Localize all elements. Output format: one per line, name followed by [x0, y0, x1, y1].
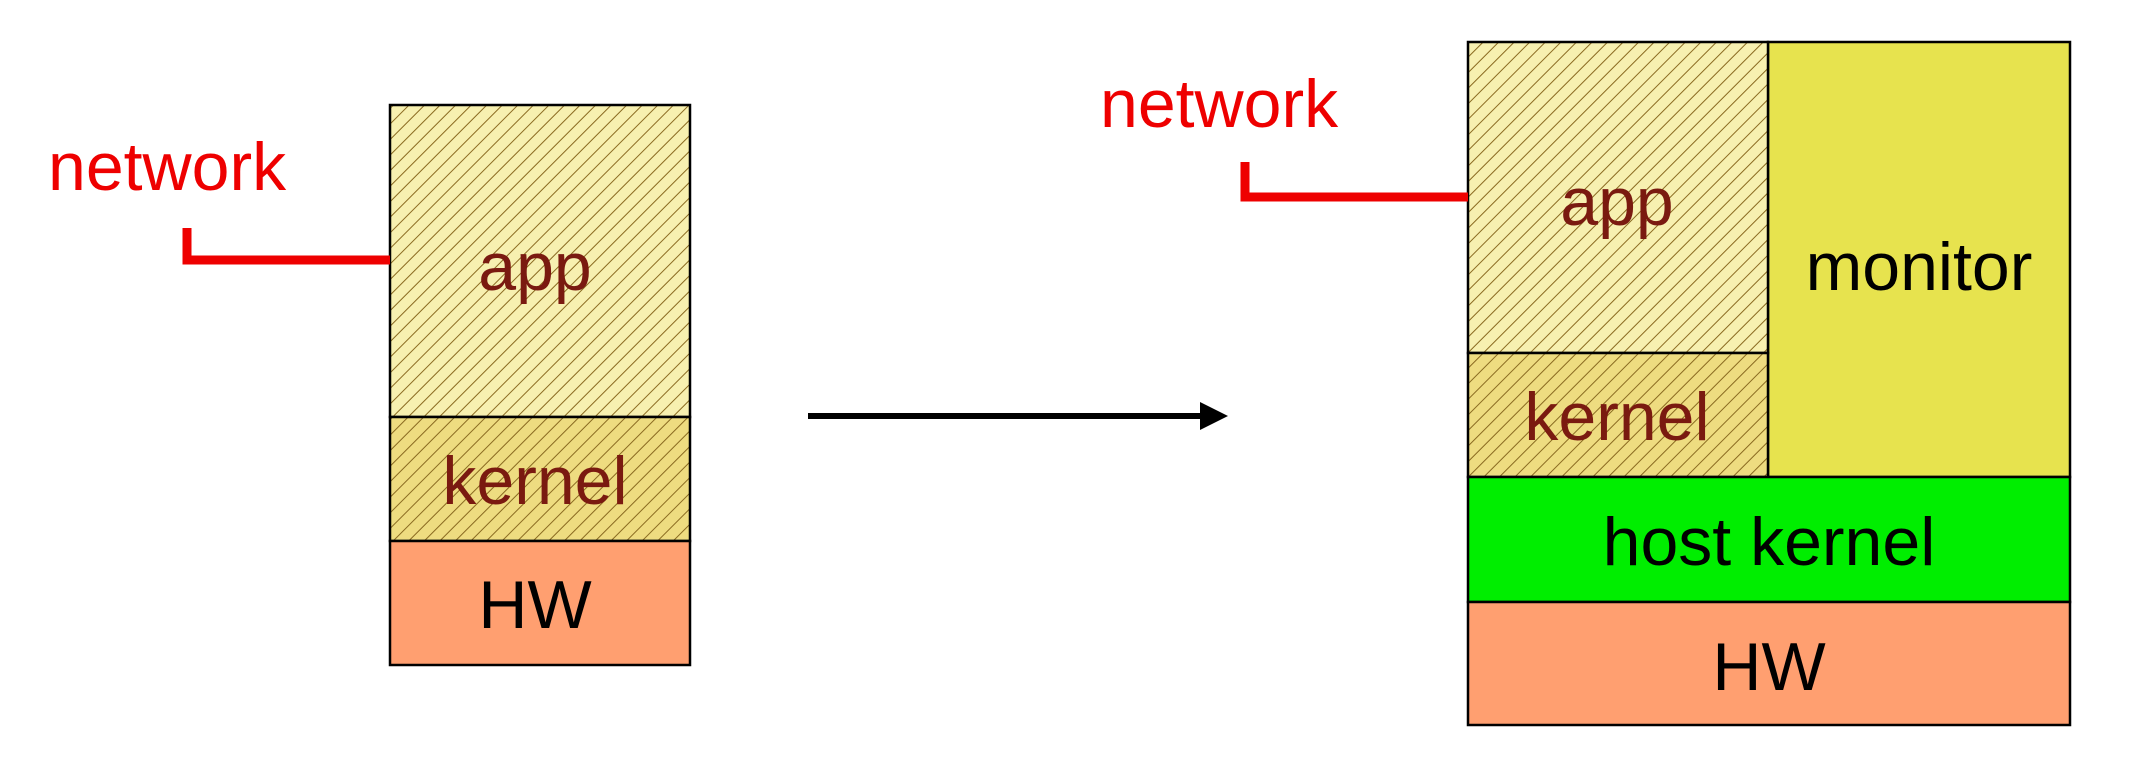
right-monitor-label: monitor — [1806, 229, 2033, 305]
left-hw-block — [388, 539, 692, 667]
right-hw-label: HW — [1712, 629, 1825, 705]
right-stack: app kernel monitor host kernel HW networ… — [1100, 40, 2072, 727]
right-app-label: app — [1560, 164, 1673, 240]
right-host-kernel-block — [1466, 475, 2072, 604]
left-app-block — [388, 103, 692, 419]
right-host-kernel-label: host kernel — [1603, 504, 1936, 580]
right-hw-block — [1466, 600, 2072, 727]
right-monitor-block — [1766, 40, 2072, 479]
left-kernel-label: kernel — [442, 443, 627, 519]
right-kernel-block — [1466, 351, 1770, 479]
right-app-block — [1466, 40, 1770, 355]
right-kernel-label: kernel — [1524, 379, 1709, 455]
left-network-line — [182, 228, 390, 265]
right-arrow-icon — [808, 402, 1228, 430]
right-network-label: network — [1100, 66, 1339, 142]
right-network-line — [1240, 162, 1468, 202]
left-hw-label: HW — [478, 567, 591, 643]
left-app-label: app — [478, 229, 591, 305]
left-network-label: network — [48, 129, 287, 205]
left-kernel-block — [388, 415, 692, 543]
left-stack: app kernel HW network — [48, 103, 692, 667]
